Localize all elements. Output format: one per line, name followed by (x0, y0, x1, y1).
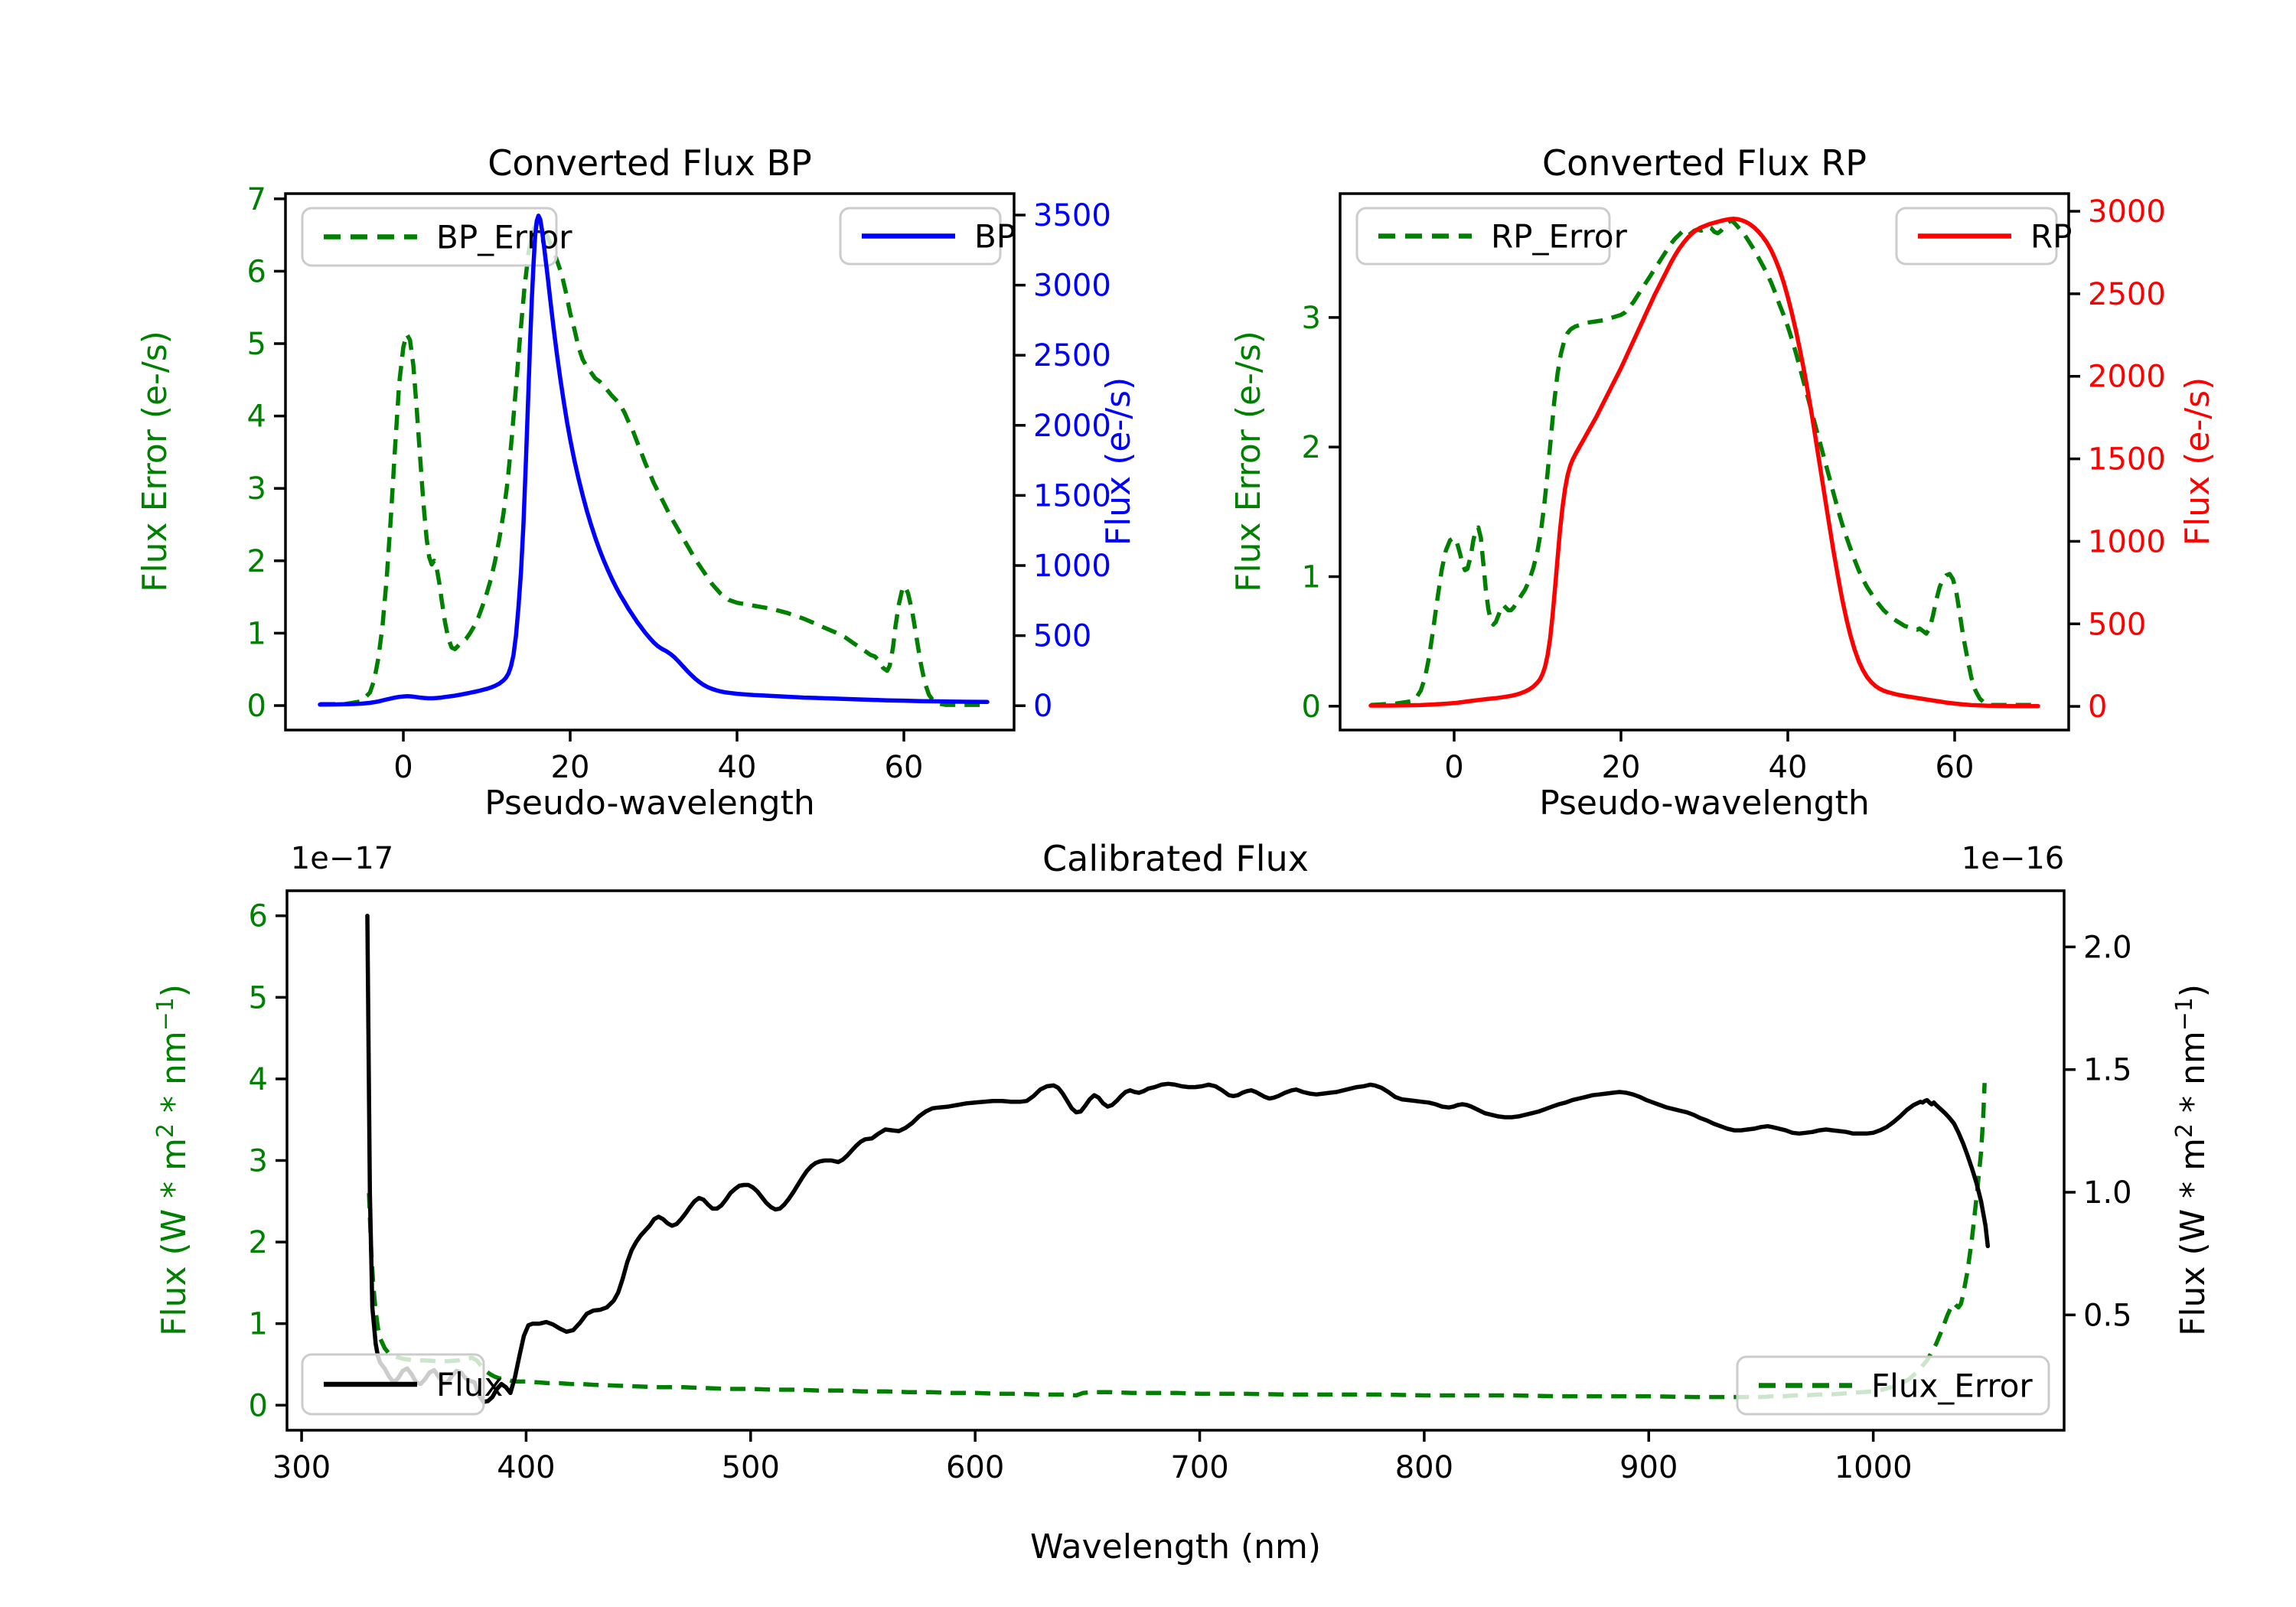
rp-xtick-label: 60 (1936, 750, 1975, 785)
rp-title: Converted Flux RP (1542, 142, 1867, 184)
rp-plot-border (1339, 192, 2070, 732)
bp-left-ytick-label: 5 (247, 327, 266, 362)
rp-legend-rp: RP (1895, 207, 2073, 266)
cal-left-offset-label: 1e−17 (290, 841, 394, 876)
cal-left-ytick-label: 3 (249, 1144, 268, 1179)
cal-title: Calibrated Flux (1042, 838, 1309, 879)
rp-left-ytick-label: 2 (1302, 430, 1321, 465)
bp-xtick-label: 60 (885, 750, 924, 785)
bp-right-ytick-label: 500 (1033, 619, 1091, 654)
bp-xlabel: Pseudo-wavelength (484, 784, 815, 823)
cal-xtick-label: 600 (946, 1450, 1004, 1485)
cal-legend-flux_error: Flux_Error (1736, 1355, 2050, 1416)
bp-right-ytick-label: 0 (1033, 689, 1052, 724)
cal-xtick-label: 900 (1619, 1450, 1678, 1485)
cal-legend-flux: Flux (301, 1353, 503, 1416)
bp-right-ytick-label: 1000 (1033, 549, 1111, 584)
rp-left-ytick-label: 3 (1302, 301, 1321, 336)
cal-right-ytick-label: 1.5 (2083, 1053, 2132, 1088)
rp-right-ytick-label: 1500 (2088, 442, 2166, 478)
rp-xlabel: Pseudo-wavelength (1539, 784, 1870, 823)
rp-left-ytick-label: 0 (1302, 689, 1321, 725)
bp-left-ytick-label: 1 (247, 616, 266, 651)
cal-plot-border (285, 889, 2066, 1432)
rp-xtick-label: 40 (1769, 750, 1808, 785)
cal-xtick-label: 500 (722, 1450, 780, 1485)
bp-right-ytick-label: 3500 (1033, 198, 1111, 233)
bp-legend-bp: BP (839, 207, 1016, 266)
rp-xtick-label: 0 (1444, 750, 1463, 785)
cal-legend-label: Flux_Error (1871, 1367, 2033, 1405)
cal-legend-box (1736, 1355, 2050, 1416)
rp-right-ylabel: Flux (e-/s) (2178, 376, 2217, 546)
bp-xtick-label: 20 (551, 750, 590, 785)
cal-right-offset-label: 1e−16 (1961, 841, 2065, 876)
cal-left-ytick-label: 5 (249, 980, 268, 1015)
cal-left-ytick-label: 6 (249, 899, 268, 934)
cal-right-ytick-label: 1.0 (2083, 1175, 2132, 1211)
bp-right-ytick-label: 2500 (1033, 338, 1111, 373)
rp-right-ytick-label: 2500 (2088, 277, 2166, 312)
cal-left-ytick-label: 1 (249, 1307, 268, 1342)
rp-left-ytick-label: 1 (1302, 560, 1321, 595)
bp-right-ytick-label: 2000 (1033, 409, 1111, 444)
cal-xtick-label: 1000 (1835, 1450, 1913, 1485)
bp-left-ytick-label: 3 (247, 471, 266, 507)
cal-right-ylabel: Flux (W * m2 * nm−1) (2171, 984, 2213, 1336)
cal-xtick-label: 700 (1170, 1450, 1228, 1485)
bp-bp_error-curve (320, 220, 987, 707)
bp-right-ylabel: Flux (e-/s) (1099, 376, 1138, 546)
rp-right-ytick-label: 0 (2088, 689, 2107, 725)
cal-flux-curve (365, 913, 1991, 1404)
cal-legend-label: Flux (436, 1366, 503, 1403)
rp-legend-label: RP_Error (1491, 218, 1628, 256)
rp-right-ytick-label: 3000 (2088, 194, 2166, 230)
rp-legend-rp_error: RP_Error (1355, 207, 1628, 266)
cal-right-ytick-label: 2.0 (2083, 930, 2132, 965)
rp-legend-box (1355, 207, 1611, 266)
bp-legend-label: BP_Error (436, 219, 572, 256)
cal-xtick-label: 400 (497, 1450, 555, 1485)
cal-right-ytick-label: 0.5 (2083, 1298, 2132, 1333)
rp-legend-label: RP (2030, 218, 2073, 256)
rp-rp-curve (1368, 217, 2040, 709)
bp-legend-box (301, 207, 558, 267)
bp-legend-label: BP (974, 218, 1016, 256)
bp-left-ylabel: Flux Error (e-/s) (135, 331, 174, 592)
rp-xtick-label: 20 (1602, 750, 1641, 785)
cal-left-ytick-label: 2 (249, 1225, 268, 1260)
bp-right-ytick-label: 1500 (1033, 478, 1111, 513)
bp-xtick-label: 0 (393, 750, 413, 785)
bp-title: Converted Flux BP (488, 142, 812, 184)
cal-left-ylabel: Flux (W * m2 * nm−1) (152, 984, 194, 1336)
cal-xtick-label: 800 (1395, 1450, 1453, 1485)
rp-right-ytick-label: 2000 (2088, 360, 2166, 395)
rp-right-ytick-label: 1000 (2088, 524, 2166, 559)
rp-right-ytick-label: 500 (2088, 607, 2146, 642)
rp-rp_error-curve (1370, 218, 2038, 707)
bp-right-ytick-label: 3000 (1033, 269, 1111, 304)
cal-xlabel: Wavelength (nm) (1029, 1527, 1322, 1566)
bp-xtick-label: 40 (718, 750, 757, 785)
bp-left-ytick-label: 2 (247, 544, 266, 579)
bp-left-ytick-label: 6 (247, 254, 266, 289)
cal-left-ytick-label: 0 (249, 1388, 268, 1423)
bp-left-ytick-label: 7 (247, 182, 266, 217)
cal-left-ytick-label: 4 (249, 1062, 268, 1097)
bp-bp-curve (318, 214, 990, 707)
bp-left-ytick-label: 4 (247, 399, 266, 435)
bp-left-ytick-label: 0 (247, 689, 266, 724)
cal-xtick-label: 300 (272, 1450, 331, 1485)
rp-left-ylabel: Flux Error (e-/s) (1229, 331, 1268, 592)
bp-plot-border (284, 192, 1016, 732)
bp-legend-bp_error: BP_Error (301, 207, 572, 267)
